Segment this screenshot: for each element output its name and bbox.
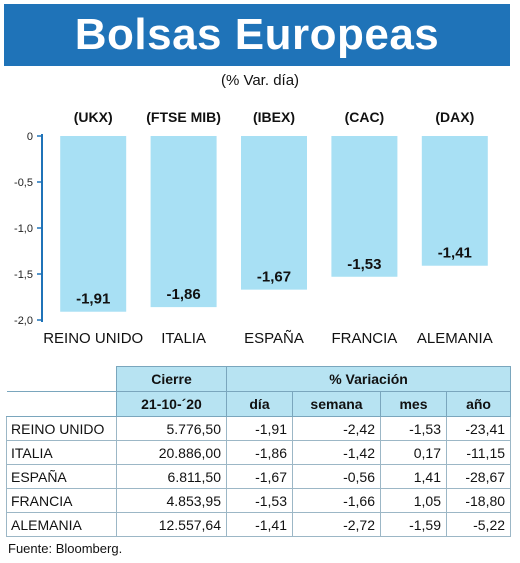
index-label: (UKX) (74, 109, 113, 125)
table-cell-name: FRANCIA (6, 488, 117, 513)
table-cell-day: -1,67 (226, 464, 293, 489)
table-cell-close: 4.853,95 (116, 488, 227, 513)
table-cell-week: -1,42 (292, 440, 381, 465)
table-row: FRANCIA 4.853,95 -1,53 -1,66 1,05 -18,80 (6, 488, 512, 513)
index-label: (IBEX) (253, 109, 295, 125)
table-cell-name: REINO UNIDO (6, 416, 117, 441)
table-cell-year: -11,15 (446, 440, 512, 465)
table-sub-header-semana: semana (292, 391, 381, 417)
bar (150, 136, 217, 308)
table-cell-close: 20.886,00 (116, 440, 227, 465)
data-table-wrapper: Cierre % Variación 21-10-´20 día semana … (6, 366, 512, 537)
y-tick-label: -1,0 (14, 223, 33, 235)
y-tick-label: -0,5 (14, 177, 33, 189)
table-corner-cell (6, 366, 117, 392)
table-cell-month: 1,05 (380, 488, 447, 513)
table-cell-week: -1,66 (292, 488, 381, 513)
source-note: Fuente: Bloomberg. (8, 541, 123, 556)
bar (60, 136, 127, 312)
bar-value-label: -1,41 (438, 245, 472, 262)
y-tick-label: -2,0 (14, 315, 33, 327)
y-tick-label: 0 (27, 131, 33, 143)
table-row: ESPAÑA 6.811,50 -1,67 -0,56 1,41 -28,67 (6, 464, 512, 489)
table-cell-name: ESPAÑA (6, 464, 117, 489)
title-banner: Bolsas Europeas (4, 4, 510, 66)
index-label: (DAX) (435, 109, 474, 125)
table-cell-day: -1,41 (226, 512, 293, 537)
category-label: FRANCIA (331, 330, 397, 347)
bar-chart: 0 -0,5 -1,0 -1,5 -2,0 -1,91 (UKX) REINO UNIDO -1… (14, 109, 493, 347)
table-cell-month: -1,59 (380, 512, 447, 537)
table-cell-year: -18,80 (446, 488, 512, 513)
table-cell-name: ITALIA (6, 440, 117, 465)
index-label: (FTSE MIB) (146, 109, 221, 125)
table-cell-year: -23,41 (446, 416, 512, 441)
y-tick-label: -1,5 (14, 269, 33, 281)
category-label: REINO UNIDO (43, 330, 143, 347)
table-row: REINO UNIDO 5.776,50 -1,91 -2,42 -1,53 -… (6, 416, 512, 441)
table-sub-header-date: 21-10-´20 (116, 391, 227, 417)
category-label: ITALIA (161, 330, 206, 347)
bar (331, 136, 398, 277)
data-table: Cierre % Variación 21-10-´20 día semana … (6, 366, 512, 537)
table-group-header-variacion: % Variación (225, 366, 512, 392)
table-row: ALEMANIA 12.557,64 -1,41 -2,72 -1,59 -5,… (6, 512, 512, 537)
category-label: ESPAÑA (244, 330, 304, 347)
table-cell-year: -5,22 (446, 512, 512, 537)
category-label: ALEMANIA (417, 330, 493, 347)
bar-value-label: -1,91 (76, 291, 110, 308)
table-cell-close: 5.776,50 (116, 416, 227, 441)
table-sub-header-dia: día (226, 391, 293, 417)
table-cell-week: -2,42 (292, 416, 381, 441)
bar-value-label: -1,67 (257, 269, 291, 286)
table-cell-close: 6.811,50 (116, 464, 227, 489)
table-cell-day: -1,53 (226, 488, 293, 513)
chart-subtitle: (% Var. día) (220, 72, 300, 89)
table-cell-day: -1,91 (226, 416, 293, 441)
index-label: (CAC) (345, 109, 385, 125)
table-cell-month: -1,53 (380, 416, 447, 441)
table-cell-week: -0,56 (292, 464, 381, 489)
table-sub-header-mes: mes (380, 391, 447, 417)
page-title: Bolsas Europeas (74, 10, 440, 59)
table-cell-month: 0,17 (380, 440, 447, 465)
bar-value-label: -1,53 (347, 256, 381, 273)
table-row: ITALIA 20.886,00 -1,86 -1,42 0,17 -11,15 (6, 440, 512, 465)
table-cell-name: ALEMANIA (6, 512, 117, 537)
table-sub-header-row: 21-10-´20 día semana mes año (6, 391, 512, 417)
table-corner-cell (6, 391, 117, 417)
table-sub-header-ano: año (445, 391, 512, 417)
bar-value-label: -1,86 (166, 286, 200, 303)
table-cell-year: -28,67 (446, 464, 512, 489)
table-group-header-row: Cierre % Variación (6, 366, 512, 392)
table-cell-close: 12.557,64 (116, 512, 227, 537)
table-cell-month: 1,41 (380, 464, 447, 489)
bar (241, 136, 307, 290)
table-cell-week: -2,72 (292, 512, 381, 537)
table-cell-day: -1,86 (226, 440, 293, 465)
bar (421, 136, 488, 266)
table-group-header-cierre: Cierre (116, 366, 227, 392)
